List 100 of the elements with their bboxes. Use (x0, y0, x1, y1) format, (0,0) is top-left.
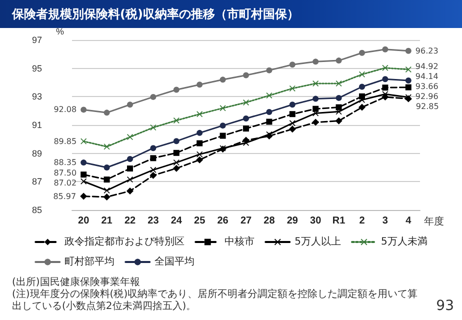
data-label: 94.92 (415, 62, 438, 72)
x-tick-label: 21 (101, 216, 113, 226)
legend-label: 町村部平均 (64, 256, 115, 268)
point (405, 48, 412, 54)
point (173, 86, 180, 93)
point (80, 106, 87, 113)
x-tick-label: 28 (264, 216, 276, 226)
point (359, 50, 365, 56)
point (382, 46, 388, 52)
point (196, 130, 203, 136)
point (312, 96, 319, 102)
point (127, 156, 133, 162)
point (196, 156, 204, 164)
point (243, 115, 249, 122)
point (220, 122, 226, 129)
point (312, 58, 319, 65)
text: (注)現年度分の保険料(税)収納率であり、居所不明者分調定額を控除した調定額を用いて算出している(小数点第2位未満四捨五入)。 (12, 289, 419, 313)
data-label: 92.85 (416, 102, 439, 112)
y-tick-label: 97 (32, 35, 42, 45)
point (173, 138, 180, 144)
data-label: 92.08 (54, 105, 77, 114)
point (196, 151, 203, 158)
y-tick-label: 93 (32, 92, 42, 102)
point (336, 108, 342, 115)
text: (出所)国民健康保険事業年報 (12, 277, 141, 288)
point (359, 71, 365, 78)
y-tick-label: 95 (32, 63, 42, 74)
point (104, 144, 110, 150)
data-label: 85.97 (53, 192, 76, 201)
point (405, 84, 412, 90)
x-tick-label: 2 (359, 216, 366, 226)
point (335, 117, 342, 124)
data-label: 87.50 (54, 168, 77, 178)
point (80, 192, 88, 200)
data-label: 88.35 (54, 158, 77, 168)
y-tick-label: 85 (32, 205, 42, 215)
legend-label: 5万人未満 (381, 236, 428, 248)
x-axis-title: 年度 (424, 216, 444, 228)
y-tick-label: 89 (32, 148, 42, 158)
y-tick-label: 91 (32, 120, 42, 130)
x-tick-label: 22 (124, 216, 136, 226)
point (196, 140, 203, 146)
point (336, 94, 342, 101)
point (405, 78, 412, 84)
point (126, 188, 134, 195)
y-axis-title: % (56, 26, 64, 36)
legend-label: 中核市 (224, 236, 255, 248)
point (127, 176, 133, 183)
point (150, 172, 157, 179)
point (220, 132, 226, 139)
point (196, 82, 203, 88)
point (266, 131, 272, 138)
point (104, 110, 110, 116)
point (150, 145, 156, 152)
point (243, 72, 249, 78)
point (312, 118, 320, 126)
point (288, 126, 296, 133)
x-tick-label: 3 (382, 216, 388, 226)
point (358, 104, 366, 111)
point (382, 84, 388, 91)
x-tick-label: 20 (78, 216, 90, 226)
data-label: 92.96 (415, 92, 438, 102)
point (173, 160, 180, 166)
point (266, 118, 272, 125)
point (103, 193, 110, 200)
legend-label: 5万人以上 (294, 236, 342, 248)
point (80, 178, 87, 184)
point (173, 117, 180, 124)
point (243, 126, 249, 132)
chart-title: 保険者規模別保険料(税)収納率の推移（市町村国保） (0, 0, 462, 28)
data-label: 96.23 (415, 46, 438, 56)
x-tick-label: 23 (148, 216, 160, 226)
point (80, 172, 87, 178)
point (127, 102, 133, 108)
legend-label: 全国平均 (154, 256, 195, 268)
point (243, 99, 249, 106)
point (173, 150, 180, 156)
data-label: 94.14 (415, 72, 438, 82)
point (289, 102, 296, 108)
point (312, 80, 319, 86)
point (104, 164, 110, 170)
point (220, 105, 226, 112)
legend-label: 政令指定都市および特別区 (64, 236, 185, 248)
data-label: 87.02 (54, 178, 77, 188)
x-tick-label: 26 (217, 216, 229, 226)
point (266, 67, 272, 74)
y-tick-label: 87 (32, 176, 42, 187)
x-tick-label: 29 (286, 216, 298, 226)
point (127, 134, 133, 140)
point (382, 76, 388, 82)
x-tick-label: 4 (406, 216, 412, 226)
point (172, 164, 180, 172)
point (312, 106, 319, 112)
point (289, 120, 296, 126)
point (289, 85, 296, 92)
point (220, 76, 226, 83)
point (289, 111, 296, 118)
point (359, 84, 365, 90)
point (150, 155, 156, 162)
x-tick-label: 30 (310, 216, 322, 226)
